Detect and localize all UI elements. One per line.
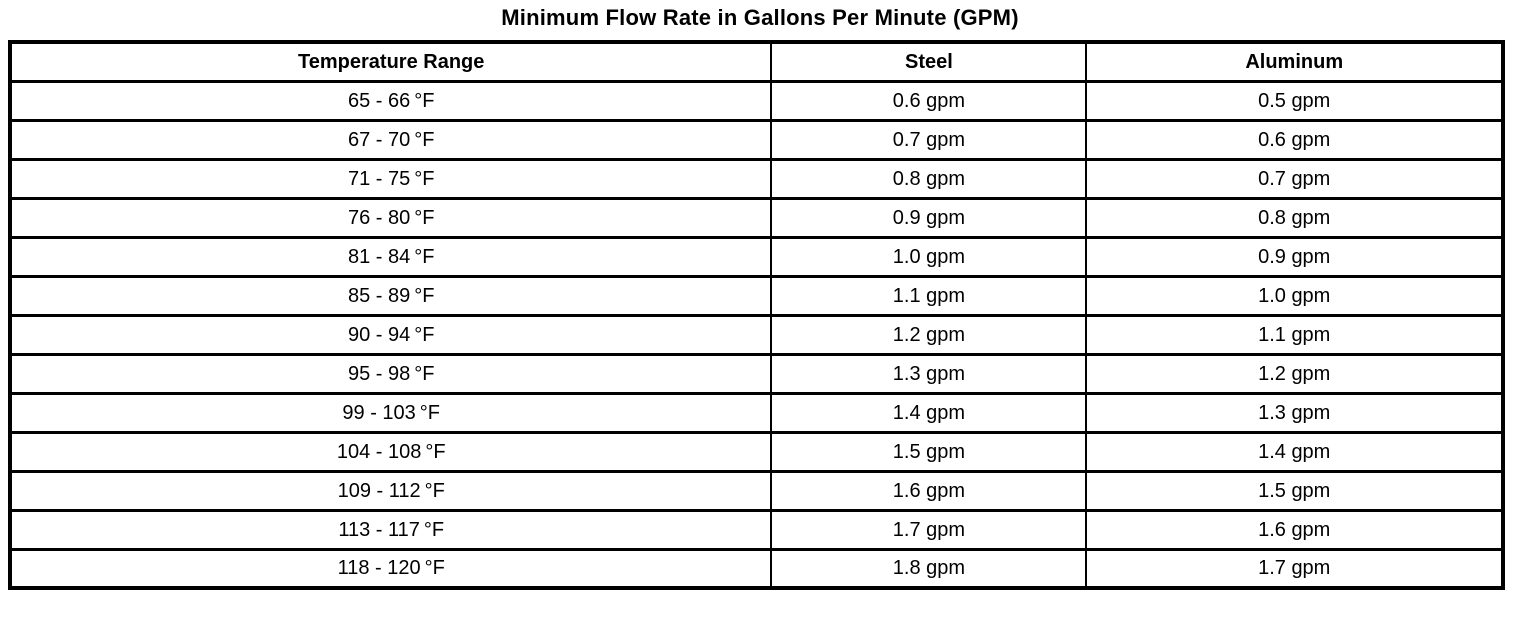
aluminum-cell: 0.5 gpm [1085,79,1504,122]
temperature-range-cell: 104 - 108 °F [8,430,773,473]
steel-cell: 0.8 gpm [770,157,1088,200]
steel-cell: 0.6 gpm [770,79,1088,122]
aluminum-cell: 1.4 gpm [1085,430,1504,473]
temperature-range-cell: 71 - 75 °F [8,157,773,200]
temperature-range-cell: 90 - 94 °F [8,313,773,356]
aluminum-cell: 1.1 gpm [1085,313,1504,356]
table-row: 81 - 84 °F 1.0 gpm 0.9 gpm [8,235,1504,278]
header-row: Temperature Range Steel Aluminum [8,40,1504,83]
aluminum-cell: 1.0 gpm [1085,274,1504,317]
table-row: 118 - 120 °F 1.8 gpm 1.7 gpm [8,547,1504,590]
aluminum-cell: 1.5 gpm [1085,469,1504,512]
temperature-range-cell: 65 - 66 °F [8,79,773,122]
table-row: 95 - 98 °F 1.3 gpm 1.2 gpm [8,352,1504,395]
table-row: 90 - 94 °F 1.2 gpm 1.1 gpm [8,313,1504,356]
table-header: Temperature Range Steel Aluminum [8,40,1504,83]
temperature-range-cell: 109 - 112 °F [8,469,773,512]
temperature-range-cell: 67 - 70 °F [8,118,773,161]
aluminum-cell: 0.7 gpm [1085,157,1504,200]
aluminum-cell: 0.6 gpm [1085,118,1504,161]
table-row: 65 - 66 °F 0.6 gpm 0.5 gpm [8,79,1504,122]
column-header-temperature-range: Temperature Range [8,40,773,83]
temperature-range-cell: 99 - 103 °F [8,391,773,434]
steel-cell: 1.1 gpm [770,274,1088,317]
column-header-steel: Steel [770,40,1088,83]
aluminum-cell: 1.2 gpm [1085,352,1504,395]
steel-cell: 1.0 gpm [770,235,1088,278]
aluminum-cell: 1.6 gpm [1085,508,1504,551]
steel-cell: 1.5 gpm [770,430,1088,473]
steel-cell: 1.8 gpm [770,547,1088,590]
column-header-aluminum: Aluminum [1085,40,1504,83]
table-row: 99 - 103 °F 1.4 gpm 1.3 gpm [8,391,1504,434]
table-body: 65 - 66 °F 0.6 gpm 0.5 gpm 67 - 70 °F 0.7 gp… [8,79,1504,590]
steel-cell: 1.3 gpm [770,352,1088,395]
aluminum-cell: 0.8 gpm [1085,196,1504,239]
steel-cell: 0.7 gpm [770,118,1088,161]
temperature-range-cell: 118 - 120 °F [8,547,773,590]
aluminum-cell: 0.9 gpm [1085,235,1504,278]
temperature-range-cell: 76 - 80 °F [8,196,773,239]
table-title: Minimum Flow Rate in Gallons Per Minute … [501,5,1019,30]
table-row: 71 - 75 °F 0.8 gpm 0.7 gpm [8,157,1504,200]
aluminum-cell: 1.7 gpm [1085,547,1504,590]
steel-cell: 1.7 gpm [770,508,1088,551]
steel-cell: 1.2 gpm [770,313,1088,356]
temperature-range-cell: 85 - 89 °F [8,274,773,317]
steel-cell: 1.4 gpm [770,391,1088,434]
temperature-range-cell: 95 - 98 °F [8,352,773,395]
table-row: 85 - 89 °F 1.1 gpm 1.0 gpm [8,274,1504,317]
steel-cell: 0.9 gpm [770,196,1088,239]
table-row: 109 - 112 °F 1.6 gpm 1.5 gpm [8,469,1504,512]
table-row: 113 - 117 °F 1.7 gpm 1.6 gpm [8,508,1504,551]
temperature-range-cell: 81 - 84 °F [8,235,773,278]
table-row: 67 - 70 °F 0.7 gpm 0.6 gpm [8,118,1504,161]
table-row: 76 - 80 °F 0.9 gpm 0.8 gpm [8,196,1504,239]
steel-cell: 1.6 gpm [770,469,1088,512]
table-row: 104 - 108 °F 1.5 gpm 1.4 gpm [8,430,1504,473]
temperature-range-cell: 113 - 117 °F [8,508,773,551]
flow-rate-table: Temperature Range Steel Aluminum 65 - 66… [8,40,1505,590]
aluminum-cell: 1.3 gpm [1085,391,1504,434]
